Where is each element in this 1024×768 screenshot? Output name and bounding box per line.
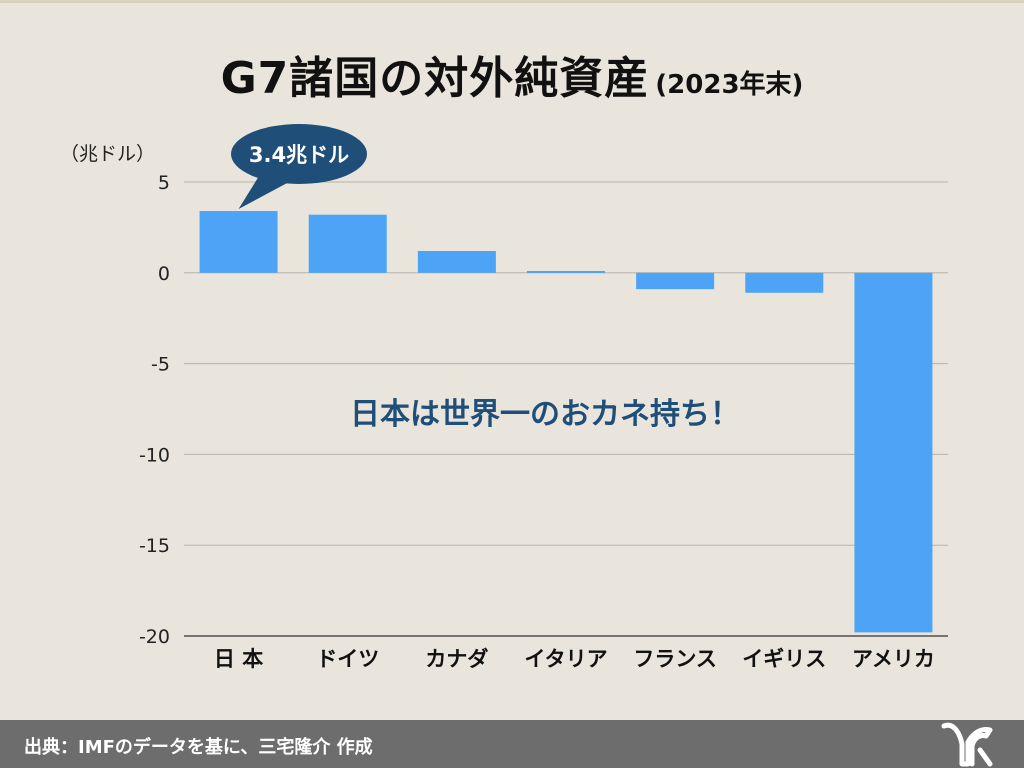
chart-title-block: G7諸国の対外純資産 (2023年末)	[0, 42, 1024, 106]
brand-logo	[941, 722, 993, 767]
y-tick-label: -20	[139, 626, 170, 648]
source-note: 出典：IMFのデータを基に、三宅隆介 作成	[24, 737, 373, 758]
y-axis-label: （兆ドル）	[60, 143, 155, 165]
bar	[636, 272, 715, 290]
bar	[527, 270, 605, 273]
top-rule	[0, 0, 1024, 3]
callout-label: 3.4兆ドル	[249, 143, 349, 167]
bar	[854, 272, 933, 633]
y-tick-label: -15	[139, 535, 170, 557]
bar	[745, 272, 824, 293]
category-label: 日 本	[214, 647, 263, 671]
y-tick-label: 5	[158, 172, 170, 194]
callout-pointer	[238, 176, 289, 210]
category-label: ドイツ	[316, 647, 379, 671]
chart-title-suffix: (2023年末)	[655, 70, 804, 100]
chart-title: G7諸国の対外純資産	[220, 53, 650, 104]
category-label: イタリア	[524, 647, 607, 671]
footer-bar: 出典：IMFのデータを基に、三宅隆介 作成	[0, 720, 1024, 768]
category-label: フランス	[633, 647, 717, 671]
bar	[199, 211, 278, 273]
y-tick-label: -10	[139, 444, 170, 466]
y-tick-label: -5	[151, 354, 170, 376]
category-label: アメリカ	[852, 647, 935, 671]
callout-bubble	[231, 124, 367, 184]
bar	[417, 251, 496, 273]
net-foreign-assets-chart: 5 0 -5 -10 -15 -20 （兆ドル） 日 本 ドイツ カナダ イタリア フランス イギリス ア…	[60, 124, 948, 671]
y-tick-label: 0	[158, 263, 170, 285]
bar	[308, 214, 387, 273]
headline-annotation: 日本は世界一のおカネ持ち！	[350, 397, 740, 432]
category-label: カナダ	[425, 647, 488, 671]
category-label: イギリス	[742, 647, 826, 671]
